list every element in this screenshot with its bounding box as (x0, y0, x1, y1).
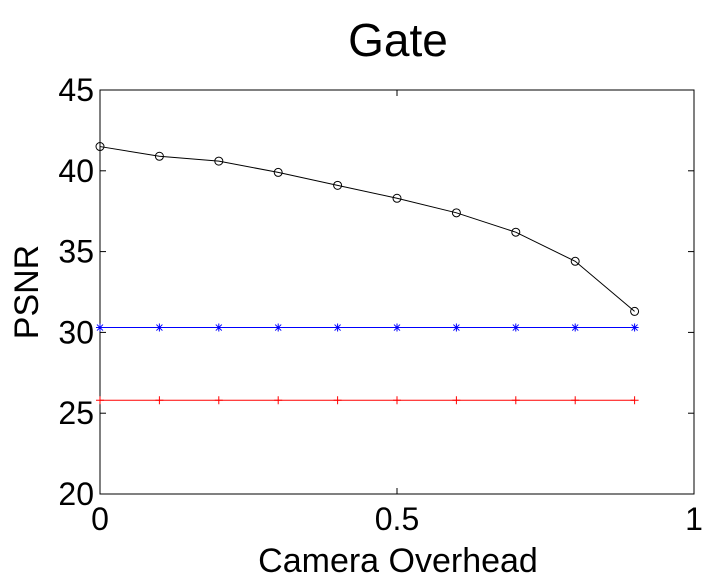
chart-title: Gate (348, 14, 448, 66)
data-point (452, 396, 461, 405)
data-point (393, 396, 401, 405)
data-point (571, 323, 580, 332)
data-point (392, 193, 402, 203)
data-point (155, 323, 164, 332)
y-tick-label: 35 (58, 234, 94, 270)
data-point (155, 396, 164, 405)
series-layer (95, 142, 640, 405)
y-tick-label: 20 (58, 476, 94, 512)
plot-area (99, 89, 695, 495)
y-axis-label: PSNR (8, 245, 46, 339)
data-point (214, 323, 223, 332)
x-tick-label: 1 (685, 501, 703, 537)
data-point (96, 323, 104, 332)
data-point (274, 323, 283, 332)
data-point (570, 256, 580, 266)
data-point (452, 323, 461, 332)
data-point (154, 151, 164, 161)
data-point (571, 396, 580, 405)
data-point (214, 396, 223, 405)
y-tick-label: 40 (58, 153, 94, 189)
data-point (451, 208, 461, 218)
series-1 (96, 323, 639, 332)
data-point (274, 396, 283, 405)
x-tick-label: 0.5 (375, 501, 419, 537)
x-tick-label: 0 (91, 501, 109, 537)
series-line (99, 146, 635, 312)
x-axis: 0 0.5 1 (91, 90, 703, 537)
data-point (630, 396, 639, 405)
y-tick-label: 25 (58, 395, 94, 431)
data-point (95, 142, 105, 152)
data-point (333, 396, 342, 405)
y-axis: 20 25 30 35 40 45 (58, 72, 694, 512)
data-point (96, 396, 104, 405)
data-point (333, 180, 343, 190)
data-point (214, 156, 224, 166)
series-0 (95, 142, 640, 316)
x-axis-label: Camera Overhead (258, 542, 538, 580)
y-tick-label: 30 (58, 314, 94, 350)
data-point (511, 323, 520, 332)
data-point (630, 323, 639, 332)
data-point (630, 306, 640, 316)
data-point (333, 323, 342, 332)
series-2 (96, 396, 639, 405)
data-point (511, 396, 520, 405)
data-point (273, 167, 283, 177)
y-tick-label: 45 (58, 72, 94, 108)
data-point (511, 227, 521, 237)
data-point (393, 323, 401, 332)
